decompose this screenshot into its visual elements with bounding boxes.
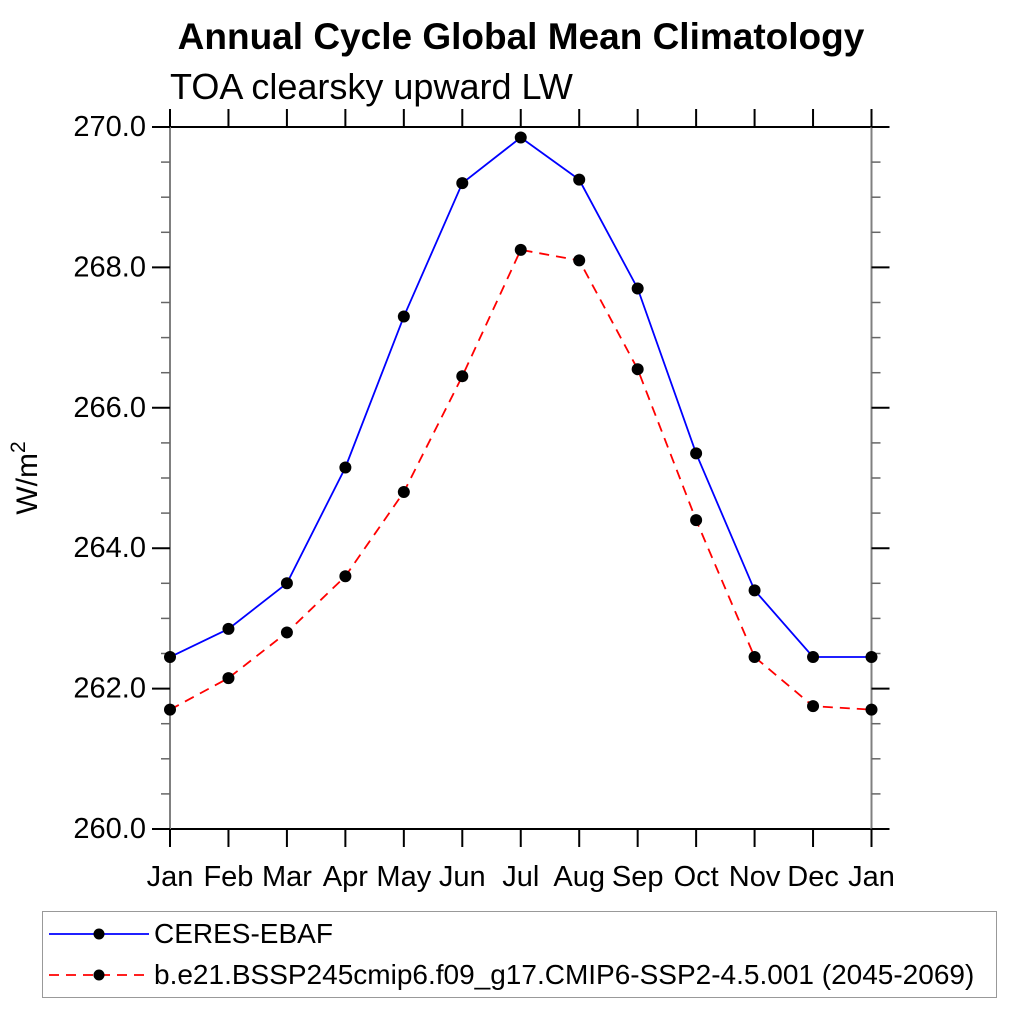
legend-label: CERES-EBAF bbox=[154, 917, 333, 949]
x-tick-label: Jul bbox=[502, 861, 539, 893]
data-point-marker bbox=[514, 131, 527, 144]
data-point-marker bbox=[748, 584, 761, 597]
x-tick-label: Feb bbox=[203, 861, 253, 893]
legend-item: CERES-EBAF bbox=[49, 914, 996, 954]
data-point-marker bbox=[339, 461, 352, 474]
y-tick-label: 264.0 bbox=[73, 532, 146, 564]
x-tick-label: Jun bbox=[439, 861, 486, 893]
data-point-marker bbox=[456, 370, 469, 383]
data-point-marker bbox=[164, 651, 176, 664]
x-tick-label: Mar bbox=[262, 861, 312, 893]
y-tick-label: 262.0 bbox=[73, 673, 146, 705]
plot-area: 260.0 262.0 264.0 266.0 268.0 270.0 Jan Feb Mar A… bbox=[7, 109, 895, 893]
chart-title: Annual Cycle Global Mean Climatology bbox=[177, 16, 865, 57]
x-tick-label: Jan bbox=[147, 861, 194, 893]
data-point-marker bbox=[164, 703, 176, 716]
data-point-marker bbox=[807, 651, 820, 664]
data-point-marker bbox=[456, 177, 469, 190]
data-point-marker bbox=[222, 672, 235, 685]
series-model bbox=[164, 243, 878, 716]
data-point-marker bbox=[397, 310, 410, 323]
data-point-marker bbox=[690, 514, 703, 527]
data-point-marker bbox=[280, 577, 293, 590]
series-line bbox=[169, 248, 872, 711]
y-tick-label: 270.0 bbox=[73, 111, 146, 143]
data-point-marker bbox=[690, 447, 703, 460]
data-point-marker bbox=[280, 626, 293, 639]
data-point-marker bbox=[865, 703, 878, 716]
x-tick-label: Nov bbox=[729, 861, 781, 893]
legend-marker bbox=[93, 928, 105, 940]
series-line bbox=[169, 136, 872, 658]
data-point-marker bbox=[865, 651, 878, 664]
data-point-marker bbox=[573, 254, 586, 267]
x-tick-label: Oct bbox=[674, 861, 719, 893]
data-point-marker bbox=[631, 282, 644, 295]
x-tick-label: Apr bbox=[323, 861, 368, 893]
data-point-marker bbox=[631, 363, 644, 376]
data-point-marker bbox=[339, 570, 352, 583]
x-tick-label: Aug bbox=[553, 861, 605, 893]
data-point-marker bbox=[222, 622, 235, 635]
legend-marker bbox=[93, 969, 105, 981]
data-point-marker bbox=[748, 651, 761, 664]
legend-box: CERES-EBAF b.e21.BSSP245cmip6.f09_g17.CMI… bbox=[42, 911, 997, 998]
y-axis-label: W/m2 bbox=[7, 441, 44, 514]
legend-line-sample bbox=[49, 969, 149, 981]
chart-subtitle: TOA clearsky upward LW bbox=[170, 66, 573, 107]
y-tick-label: 268.0 bbox=[73, 251, 146, 283]
y-tick-label: 260.0 bbox=[73, 813, 146, 845]
legend-item: b.e21.BSSP245cmip6.f09_g17.CMIP6-SSP2-4.… bbox=[49, 955, 996, 995]
data-point-marker bbox=[573, 173, 586, 186]
x-tick-label: Sep bbox=[612, 861, 664, 893]
x-tick-label: May bbox=[376, 861, 431, 893]
legend-label: b.e21.BSSP245cmip6.f09_g17.CMIP6-SSP2-4.… bbox=[154, 959, 975, 991]
series-ceres-ebaf bbox=[164, 131, 878, 664]
x-tick-label: Dec bbox=[787, 861, 839, 893]
data-point-marker bbox=[514, 243, 527, 256]
x-tick-label: Jan bbox=[848, 861, 895, 893]
legend-line-sample bbox=[49, 928, 149, 940]
data-point-marker bbox=[397, 486, 410, 499]
y-tick-label: 266.0 bbox=[73, 392, 146, 424]
data-point-marker bbox=[807, 700, 820, 713]
